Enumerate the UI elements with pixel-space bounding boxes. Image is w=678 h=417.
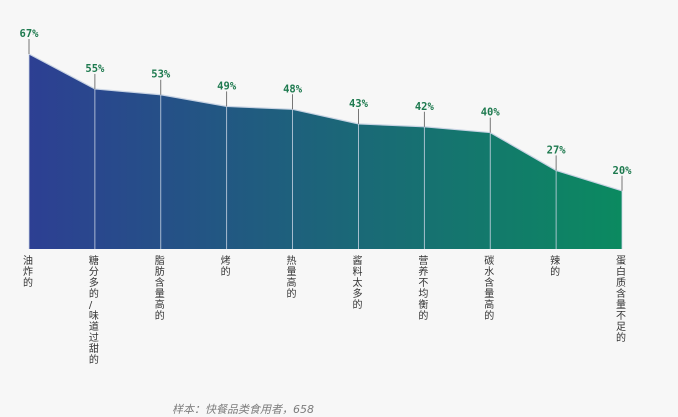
area-fill	[29, 54, 622, 249]
value-label: 48%	[283, 83, 303, 95]
area-outline	[28, 53, 623, 192]
value-label: 27%	[547, 144, 567, 156]
category-label: 蛋白质含量不足的	[616, 255, 626, 344]
value-label: 43%	[349, 98, 369, 110]
value-label: 49%	[217, 80, 237, 92]
category-label: 碳水含量高的	[484, 254, 494, 322]
value-label: 20%	[613, 165, 633, 177]
category-label: 糖分多的/味道过甜的	[89, 254, 99, 366]
category-label: 辣的	[550, 254, 560, 278]
category-label: 油炸的	[23, 254, 33, 289]
value-label: 42%	[415, 101, 435, 113]
category-label: 营养不均衡的	[418, 254, 428, 322]
category-label: 烤的	[221, 254, 231, 278]
category-label: 酱料太多的	[352, 254, 362, 311]
value-label: 40%	[481, 107, 501, 119]
category-label: 脂肪含量高的	[155, 254, 165, 322]
category-label: 热量高的	[287, 254, 297, 300]
sample-footnote: 样本：快餐品类食用者，658	[172, 403, 314, 416]
value-label: 67%	[20, 28, 40, 40]
value-label: 53%	[151, 69, 171, 81]
value-label: 55%	[85, 63, 105, 75]
